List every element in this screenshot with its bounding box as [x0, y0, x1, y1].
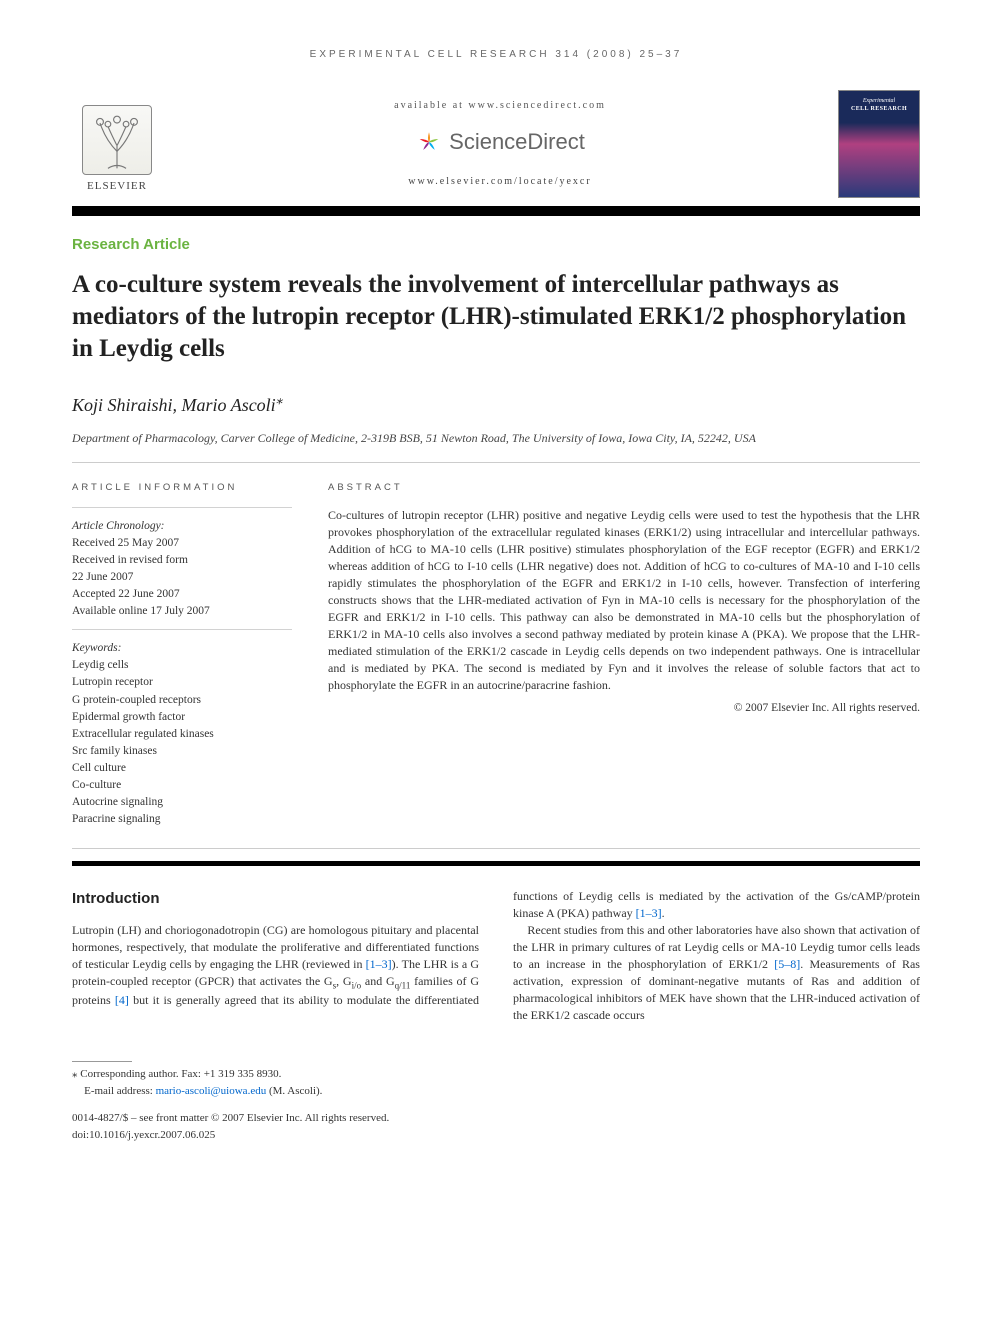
header-divider-bar — [72, 206, 920, 216]
citation-link[interactable]: [5–8] — [774, 957, 800, 971]
header-center: available at www.sciencedirect.com Scien… — [162, 99, 838, 190]
subscript: i/o — [352, 980, 362, 990]
authors: Koji Shiraishi, Mario Ascoli⁎ — [72, 391, 920, 418]
keyword-item: Leydig cells — [72, 657, 292, 673]
revised-date-l1: Received in revised form — [72, 552, 292, 568]
text: , G — [336, 974, 351, 988]
text: . — [662, 906, 665, 920]
corresponding-label: ⁎ Corresponding author. — [72, 1068, 179, 1080]
elsevier-tree-icon — [82, 105, 152, 175]
subscript: q/11 — [395, 980, 411, 990]
divider — [72, 848, 920, 849]
journal-header: ELSEVIER available at www.sciencedirect.… — [72, 90, 920, 198]
front-matter-line: 0014-4827/$ – see front matter © 2007 El… — [72, 1111, 920, 1126]
journal-cover-thumbnail: Experimental CELL RESEARCH — [838, 90, 920, 198]
sciencedirect-logo: ScienceDirect — [415, 127, 585, 158]
body-two-column: Introduction Lutropin (LH) and choriogon… — [72, 888, 920, 1024]
elsevier-logo: ELSEVIER — [72, 94, 162, 194]
email-line: E-mail address: mario-ascoli@uiowa.edu (… — [72, 1084, 920, 1099]
email-suffix: (M. Ascoli). — [266, 1085, 322, 1097]
abstract-heading: ABSTRACT — [328, 481, 920, 494]
text: and G — [361, 974, 395, 988]
page-footer: ⁎ Corresponding author. Fax: +1 319 335 … — [72, 1061, 920, 1144]
article-info-column: ARTICLE INFORMATION Article Chronology: … — [72, 481, 292, 828]
corresponding-author-marker: ⁎ — [276, 392, 283, 407]
author-names: Koji Shiraishi, Mario Ascoli — [72, 395, 276, 415]
keywords-list: Leydig cellsLutropin receptor G protein-c… — [72, 657, 292, 827]
keyword-item: Co-culture — [72, 777, 292, 793]
divider — [72, 507, 292, 508]
abstract-copyright: © 2007 Elsevier Inc. All rights reserved… — [328, 700, 920, 716]
citation-link[interactable]: [1–3] — [366, 957, 392, 971]
sciencedirect-burst-icon — [415, 128, 443, 156]
abstract-text: Co-cultures of lutropin receptor (LHR) p… — [328, 507, 920, 694]
affiliation: Department of Pharmacology, Carver Colle… — [72, 430, 920, 446]
keyword-item: Autocrine signaling — [72, 794, 292, 810]
revised-date-l2: 22 June 2007 — [72, 569, 292, 585]
keyword-item: Epidermal growth factor — [72, 709, 292, 725]
citation-link[interactable]: [4] — [115, 993, 129, 1007]
abstract-column: ABSTRACT Co-cultures of lutropin recepto… — [328, 481, 920, 828]
running-head: EXPERIMENTAL CELL RESEARCH 314 (2008) 25… — [72, 48, 920, 62]
section-divider-bar — [72, 861, 920, 866]
journal-url: www.elsevier.com/locate/yexcr — [162, 175, 838, 189]
doi-line: doi:10.1016/j.yexcr.2007.06.025 — [72, 1128, 920, 1143]
keywords-label: Keywords: — [72, 640, 292, 656]
citation-link[interactable]: [1–3] — [636, 906, 662, 920]
keyword-item: Lutropin receptor — [72, 674, 292, 690]
cover-line2: CELL RESEARCH — [851, 105, 907, 113]
available-at-text: available at www.sciencedirect.com — [162, 99, 838, 113]
keyword-item: Cell culture — [72, 760, 292, 776]
received-date: Received 25 May 2007 — [72, 535, 292, 551]
article-title: A co-culture system reveals the involvem… — [72, 269, 920, 365]
introduction-heading: Introduction — [72, 888, 479, 909]
sciencedirect-text: ScienceDirect — [449, 127, 585, 158]
fax-number: Fax: +1 319 335 8930. — [179, 1068, 282, 1080]
keyword-item: Src family kinases — [72, 743, 292, 759]
info-abstract-row: ARTICLE INFORMATION Article Chronology: … — [72, 463, 920, 848]
accepted-date: Accepted 22 June 2007 — [72, 586, 292, 602]
chronology-label: Article Chronology: — [72, 518, 292, 534]
cover-line1: Experimental — [863, 97, 895, 105]
keyword-item: Extracellular regulated kinases — [72, 726, 292, 742]
body-paragraph-2: Recent studies from this and other labor… — [513, 922, 920, 1024]
article-type: Research Article — [72, 234, 920, 255]
elsevier-label: ELSEVIER — [87, 179, 147, 194]
email-label: E-mail address: — [84, 1085, 155, 1097]
keyword-item: Paracrine signaling — [72, 811, 292, 827]
online-date: Available online 17 July 2007 — [72, 603, 292, 619]
keyword-item: G protein-coupled receptors — [72, 692, 292, 708]
divider — [72, 629, 292, 630]
email-link[interactable]: mario-ascoli@uiowa.edu — [156, 1085, 267, 1097]
corresponding-author-note: ⁎ Corresponding author. Fax: +1 319 335 … — [72, 1067, 920, 1082]
article-info-heading: ARTICLE INFORMATION — [72, 481, 292, 494]
footnote-rule — [72, 1061, 132, 1062]
